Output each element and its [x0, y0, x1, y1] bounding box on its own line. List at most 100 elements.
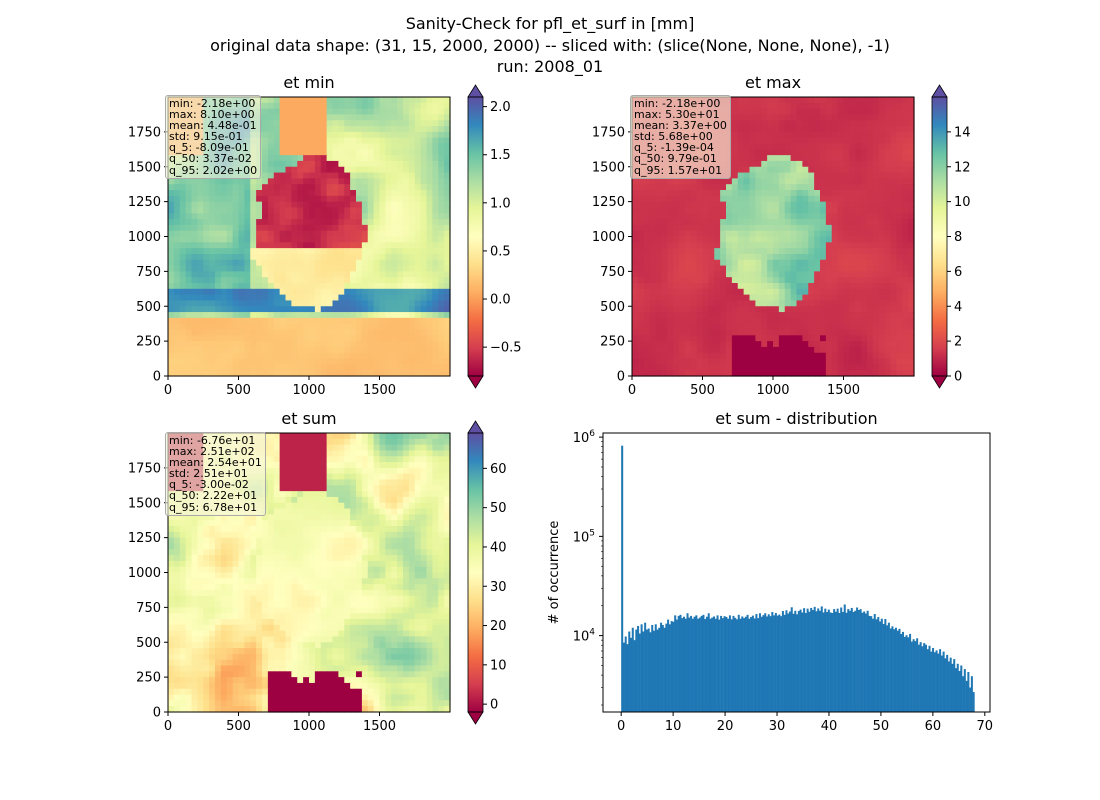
hist-bar [670, 621, 673, 712]
stat-q5: q_5: -8.09e-01 [169, 141, 249, 155]
y-tick-label: 1750 [128, 125, 161, 140]
hist-bar [661, 624, 664, 712]
stat-std: std: 9.15e-01 [169, 130, 243, 144]
hist-bar [644, 622, 647, 712]
hist-bar [827, 609, 830, 712]
stat-mean: mean: 2.54e+01 [169, 456, 262, 470]
hist-bar [905, 635, 908, 712]
hist-bar [824, 608, 827, 712]
hist-bar [942, 651, 945, 712]
hist-bar [813, 606, 816, 712]
hist-bar [778, 614, 781, 712]
hist-bar [730, 619, 733, 712]
hist-bar [910, 641, 913, 712]
hist-bar [962, 676, 965, 712]
hist-bar [811, 610, 814, 712]
hist-bar [721, 618, 724, 712]
colorbar-tick-label: 6 [954, 265, 962, 280]
y-tick-label: 1500 [128, 496, 161, 511]
hist-bar [750, 617, 753, 712]
hist-bar [781, 611, 784, 712]
y-tick-label: 500 [600, 300, 625, 315]
hist-bar [829, 612, 832, 712]
hist-bar [810, 607, 813, 712]
hist-bar [898, 628, 901, 712]
hist-bar [866, 610, 869, 712]
stat-q5: q_5: -1.39e-04 [634, 141, 714, 155]
hist-bar [638, 633, 641, 712]
hist-bar [705, 616, 708, 712]
stat-min: min: -2.18e+00 [634, 97, 721, 110]
hist-bar [626, 644, 629, 712]
hist-bar [654, 624, 657, 712]
hist-bar [718, 619, 721, 712]
hist-bar [675, 619, 678, 712]
y-tick-label: 250 [600, 335, 625, 350]
stat-q5: q_5: -3.00e-02 [169, 478, 249, 492]
hist-bar [859, 609, 862, 712]
hist-bar [863, 611, 866, 712]
hist-bar [932, 648, 935, 712]
hist-bar [933, 652, 936, 712]
hist-bar [864, 613, 867, 712]
hist-bar [621, 445, 624, 712]
stat-q95: q_95: 2.02e+00 [169, 163, 258, 177]
stat-q95: q_95: 1.57e+01 [634, 163, 723, 177]
hist-bar [691, 618, 694, 712]
hist-bar [879, 621, 882, 712]
y-tick-label: 750 [600, 265, 625, 280]
hist-bar [645, 629, 648, 712]
colorbar-tick-label: 40 [490, 540, 507, 555]
hist-bar [704, 619, 707, 712]
colorbar-tick-label: 30 [490, 580, 507, 595]
colorbar-tick-label: 60 [490, 462, 507, 477]
y-tick-label: 1500 [128, 160, 161, 175]
hist-bar [873, 614, 876, 712]
hist-bar [751, 615, 754, 712]
colorbar-extend-min [467, 711, 484, 725]
hist-bar [909, 633, 912, 712]
hist-bar [893, 629, 896, 712]
hist-bar [760, 616, 763, 712]
hist-bar [665, 623, 668, 712]
hist-bar [773, 615, 776, 712]
hist-bar [732, 615, 735, 712]
y-tick-label: 250 [136, 671, 161, 686]
hist-bar [753, 618, 756, 712]
hist-bar [780, 616, 783, 712]
stat-q95: q_95: 6.78e+01 [169, 500, 258, 514]
x-tick-label: 1000 [292, 719, 325, 734]
hist-bar [919, 642, 922, 712]
hist-bar [769, 616, 772, 712]
stat-q50: q_50: 3.37e-02 [169, 152, 252, 166]
figure-subtitle-shape: original data shape: (31, 15, 2000, 2000… [210, 36, 890, 55]
y-tick-label: 106 [573, 429, 596, 446]
stats-box-et-sum: min: -6.76e+01 max: 2.51e+02 mean: 2.54e… [165, 432, 266, 516]
hist-bar [668, 624, 671, 712]
colorbar-tick-label: 0 [954, 370, 962, 385]
hist-bar [804, 613, 807, 712]
hist-bar [787, 613, 790, 712]
y-tick-label: 1500 [592, 160, 625, 175]
x-tick-label: 500 [226, 383, 251, 398]
hist-bar [880, 618, 883, 712]
hist-bar [817, 608, 820, 712]
stat-max: max: 8.10e+00 [169, 108, 255, 122]
y-tick-label: 500 [136, 300, 161, 315]
colorbar-tick-label: 4 [954, 300, 962, 315]
hist-bar [967, 672, 970, 712]
hist-bar [713, 616, 716, 712]
hist-bar [818, 610, 822, 712]
x-tick-label: 60 [925, 719, 942, 734]
hist-bar [970, 676, 973, 712]
colorbar-tick-label: 12 [954, 160, 971, 175]
hist-bar [903, 636, 906, 712]
hist-bar [702, 614, 705, 712]
hist-bar [686, 613, 689, 712]
hist-bar [923, 643, 926, 712]
hist-bar [774, 613, 777, 712]
hist-bar [672, 621, 675, 712]
hist-bar [622, 642, 625, 712]
hist-bar [628, 631, 631, 712]
hist-bar [788, 611, 791, 712]
